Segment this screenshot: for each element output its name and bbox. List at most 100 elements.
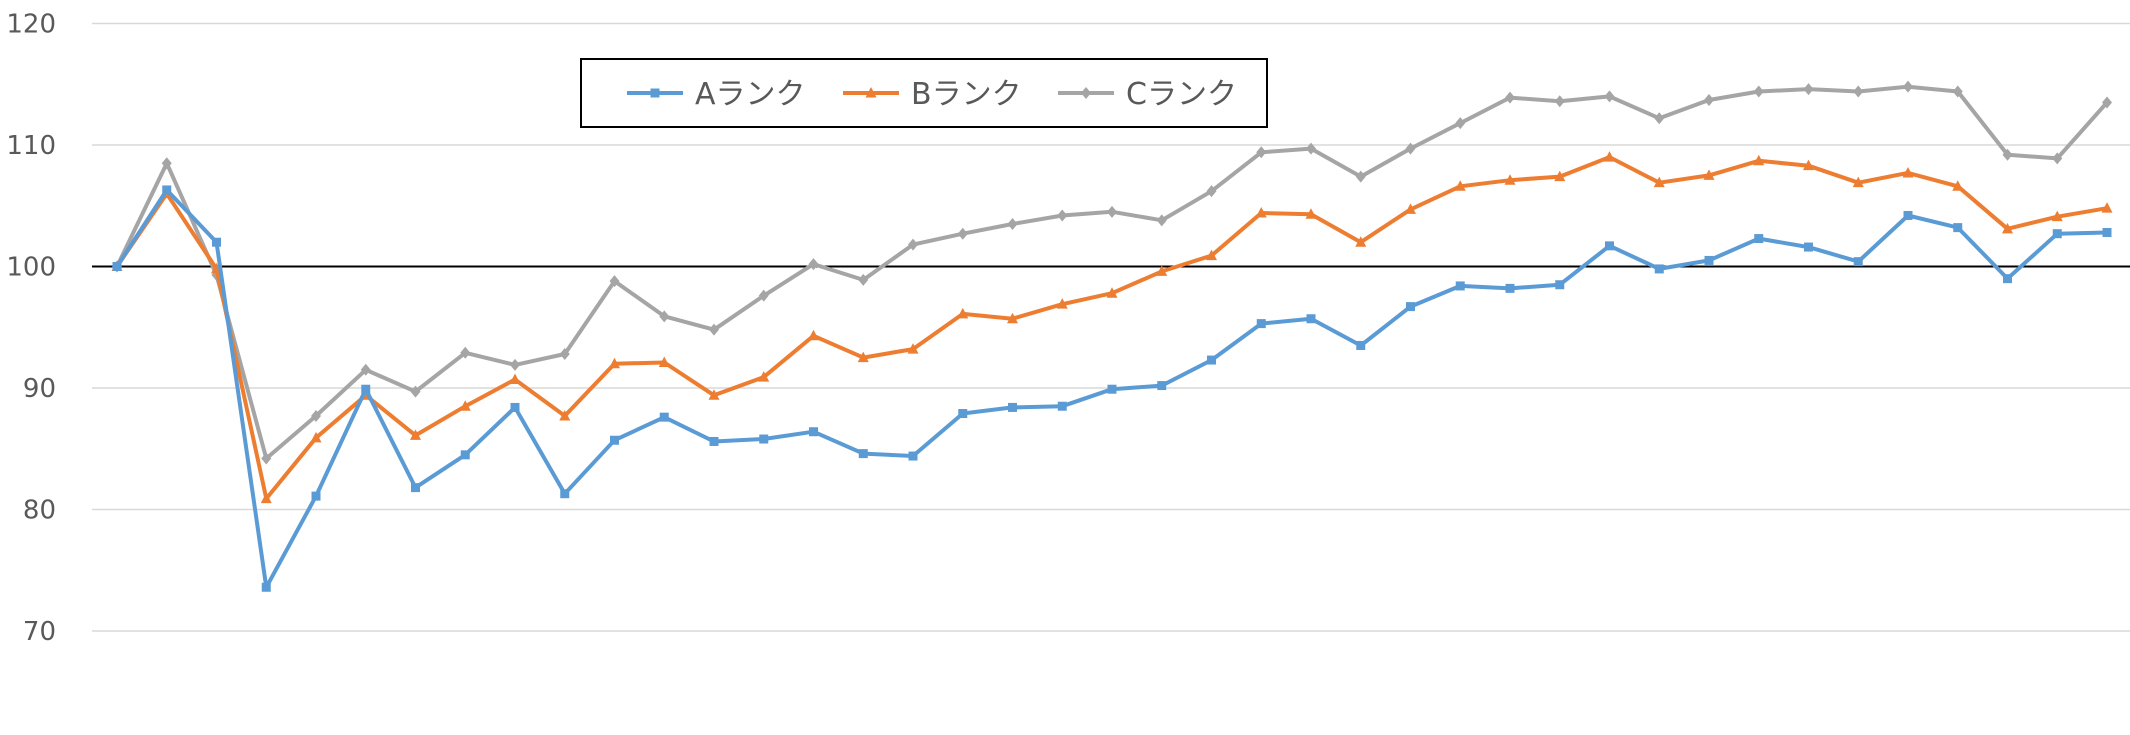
series-a [112, 185, 2112, 592]
data-point [310, 431, 322, 443]
data-point [1156, 214, 1167, 227]
data-point [212, 237, 221, 247]
data-point [161, 157, 172, 170]
data-point [1605, 241, 1614, 251]
data-point [1505, 91, 1515, 104]
data-point [1306, 314, 1316, 324]
data-point [361, 384, 371, 394]
data-point [410, 429, 421, 440]
data-point [1852, 176, 1864, 188]
y-tick-label: 100 [6, 253, 56, 283]
data-point [1406, 302, 1415, 312]
data-point [1255, 207, 1267, 218]
data-point [1206, 185, 1217, 198]
data-point [1504, 174, 1516, 185]
data-point [858, 273, 869, 286]
data-point [759, 434, 769, 444]
data-point [1207, 355, 1216, 365]
data-point [360, 363, 371, 376]
y-tick-label: 70 [23, 617, 56, 647]
series-layer [111, 80, 2113, 592]
data-point [1007, 217, 1018, 230]
data-point [1455, 281, 1465, 291]
data-point [758, 289, 769, 302]
data-point [1454, 180, 1466, 191]
data-point [659, 310, 670, 323]
data-point [1057, 401, 1067, 411]
data-point [1056, 298, 1068, 309]
data-point [2002, 148, 2013, 161]
data-point [2102, 96, 2112, 109]
data-point [1853, 257, 1863, 267]
data-point [1803, 159, 1814, 171]
data-point [162, 185, 172, 195]
legend-label: Cランク [1126, 77, 1237, 112]
data-point [1604, 151, 1615, 162]
data-point [709, 323, 719, 336]
data-point [2002, 222, 2013, 234]
legend-marker [865, 87, 877, 98]
data-point [908, 238, 918, 251]
data-point [2051, 210, 2063, 222]
data-point [410, 385, 421, 398]
y-tick-label: 80 [23, 496, 56, 526]
data-point [1653, 176, 1665, 188]
data-point [1803, 83, 1814, 96]
data-point [1704, 94, 1714, 107]
data-point [858, 449, 868, 459]
data-point [609, 357, 620, 369]
data-point [510, 358, 520, 371]
data-point [1754, 234, 1764, 244]
data-point [908, 451, 918, 461]
data-point [1753, 85, 1764, 98]
legend-label: Bランク [911, 77, 1022, 112]
data-point [2003, 274, 2012, 284]
data-point [1953, 223, 1963, 233]
data-point [857, 351, 869, 363]
data-point [957, 307, 969, 319]
data-point [907, 343, 919, 354]
legend: Aランク Bランク Cランク [580, 58, 1268, 128]
data-point [1157, 381, 1167, 391]
data-point [112, 262, 122, 271]
data-point [261, 582, 271, 592]
series-c [112, 80, 2112, 465]
data-point [559, 347, 570, 360]
data-point [1306, 142, 1316, 155]
data-point [1853, 85, 1864, 98]
data-point [1206, 249, 1217, 261]
data-point [1952, 85, 1963, 98]
data-point [1106, 287, 1118, 298]
data-point [2102, 227, 2112, 237]
y-tick-label: 90 [23, 374, 56, 404]
data-point [958, 409, 968, 419]
legend-box [580, 58, 1268, 128]
data-point [1554, 95, 1565, 108]
series-line [115, 84, 2109, 461]
y-tick-label: 110 [6, 131, 56, 161]
data-point [1008, 402, 1017, 412]
data-point [808, 329, 819, 341]
data-point [261, 452, 272, 465]
data-point [1704, 255, 1714, 265]
data-point [1107, 384, 1117, 394]
data-point [1356, 340, 1366, 350]
data-point [1555, 280, 1565, 290]
data-point [510, 402, 520, 412]
data-point [1604, 90, 1615, 103]
data-point [560, 489, 570, 499]
y-axis-tick-labels: 70 80 90 100 110 120 [6, 10, 56, 648]
data-point [808, 258, 819, 271]
data-point [957, 227, 968, 240]
data-point [1405, 203, 1416, 214]
data-point [1903, 210, 1913, 220]
data-point [260, 492, 272, 504]
data-point [311, 491, 321, 501]
data-point [1703, 169, 1715, 180]
data-point [1903, 80, 1913, 93]
data-point [411, 483, 420, 493]
data-point [1007, 312, 1018, 324]
data-point [1902, 166, 1914, 178]
